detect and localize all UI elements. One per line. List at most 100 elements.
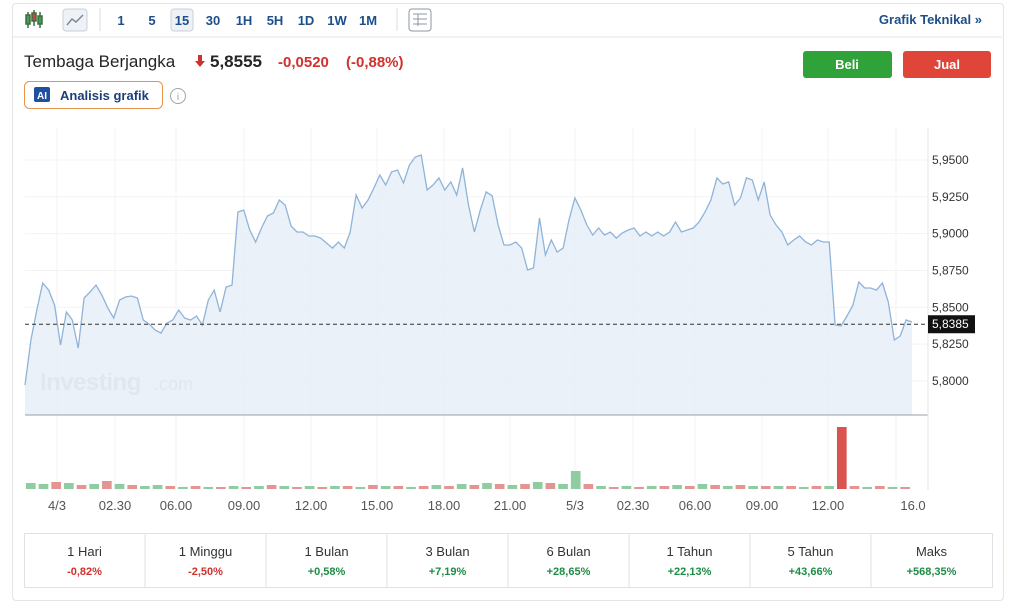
active-interval — [170, 8, 194, 32]
x-tick-label: 5/3 — [566, 498, 584, 513]
volume-bar — [102, 481, 112, 489]
volume-bar — [76, 485, 87, 489]
period-label: 1 Hari — [67, 544, 102, 559]
y-tick-label: 5,9500 — [932, 153, 969, 167]
period-change: +43,66% — [789, 566, 833, 578]
sell-button[interactable] — [903, 51, 991, 78]
ai-button-label: Analisis grafik — [60, 88, 150, 103]
volume-bar — [482, 483, 492, 489]
volume-bar — [368, 485, 378, 489]
period-change: +568,35% — [907, 566, 957, 578]
price-line — [24, 154, 913, 386]
y-tick-label: 5,9250 — [932, 190, 969, 204]
y-tick-label: 5,8500 — [932, 300, 969, 314]
volume-bar — [64, 483, 74, 489]
x-tick-label: 09.00 — [228, 498, 261, 513]
price-change-percent: (-0,88%) — [346, 54, 404, 71]
volume-bar — [710, 485, 720, 489]
volume-bar — [393, 486, 404, 489]
ai-badge-text: AI — [37, 91, 47, 102]
volume-bar — [203, 487, 214, 489]
volume-bar — [596, 486, 606, 489]
volume-bar — [849, 486, 860, 489]
y-tick-label: 5,8750 — [932, 263, 969, 277]
x-tick-label: 09.00 — [746, 498, 779, 513]
volume-bar — [862, 487, 872, 489]
volume-bar — [608, 487, 619, 489]
volume-bar — [469, 485, 480, 489]
volume-bar — [317, 487, 328, 489]
volume-bar — [431, 485, 442, 489]
interval-button[interactable]: 1H — [236, 13, 253, 28]
period-change: -0,82% — [67, 566, 102, 578]
volume-bar — [634, 487, 644, 489]
info-icon[interactable] — [170, 88, 186, 104]
volume-bar — [532, 482, 543, 489]
volume-bar — [697, 484, 708, 489]
x-tick-label: 02.30 — [99, 498, 132, 513]
x-tick-label: 21.00 — [494, 498, 527, 513]
volume-bar — [507, 485, 518, 489]
x-tick-label: 06.00 — [679, 498, 712, 513]
x-tick-label: 06.00 — [160, 498, 193, 513]
interval-button[interactable]: 30 — [206, 13, 220, 28]
volume-bar — [355, 487, 366, 489]
x-tick-label: 4/3 — [48, 498, 66, 513]
candle-icon[interactable] — [25, 10, 43, 28]
volume-bar — [266, 485, 277, 489]
interval-button[interactable]: 1W — [327, 13, 347, 28]
interval-button[interactable]: 1D — [298, 13, 315, 28]
y-tick-label: 5,8000 — [932, 374, 969, 388]
volume-bar — [900, 487, 910, 489]
period-label: 6 Bulan — [546, 544, 590, 559]
price-area — [25, 155, 912, 415]
table-icon[interactable] — [408, 8, 432, 32]
volume-bar — [292, 487, 302, 489]
volume-bar — [786, 486, 796, 489]
volume-bar — [190, 486, 201, 489]
interval-button[interactable]: 15 — [175, 13, 189, 28]
x-tick-label: 12.00 — [295, 498, 328, 513]
performance-table: 1 Hari -0,82% 1 Minggu -2,50% 1 Bulan +0,58% 3… — [24, 533, 993, 588]
buy-button[interactable] — [803, 51, 892, 78]
down-arrow — [195, 55, 205, 67]
volume-bar — [583, 484, 594, 489]
interval-button[interactable]: 5 — [148, 13, 155, 28]
interval-button[interactable]: 1 — [117, 13, 124, 28]
volume-bar — [241, 487, 252, 489]
table-icon-glyph — [413, 13, 427, 26]
volume-bar — [773, 486, 784, 489]
line-chart-icon[interactable] — [62, 8, 88, 32]
price-change: -0,0520 — [278, 54, 329, 71]
interval-button[interactable]: 1M — [359, 13, 377, 28]
volume-bar — [545, 483, 556, 489]
interval-button[interactable]: 5H — [267, 13, 284, 28]
volume-bar — [735, 485, 746, 489]
buy-label: Beli — [835, 57, 859, 72]
volume-bar — [520, 484, 530, 489]
volume-bar — [152, 485, 163, 489]
period-change: +0,58% — [308, 566, 346, 578]
instrument-name: Tembaga Berjangka — [24, 52, 176, 71]
volume-bar — [140, 486, 150, 489]
period-label: 1 Tahun — [666, 544, 712, 559]
volume-bar — [748, 486, 758, 489]
volume-bar — [254, 486, 264, 489]
technical-link[interactable]: Grafik Teknikal » — [879, 12, 982, 27]
volume-bar — [444, 486, 454, 489]
period-change: +22,13% — [668, 566, 712, 578]
volume-bar — [684, 486, 695, 489]
last-price: 5,8555 — [210, 52, 262, 71]
chart-widget — [12, 3, 1004, 601]
period-label: 1 Minggu — [179, 544, 232, 559]
volume-bar — [114, 484, 125, 489]
period-label: 1 Bulan — [304, 544, 348, 559]
ai-button[interactable] — [24, 81, 163, 109]
volume-bar — [672, 485, 682, 489]
x-tick-label: 15.00 — [361, 498, 394, 513]
volume-bar — [558, 484, 568, 489]
volume-bar — [165, 486, 176, 489]
current-price-label: 5,8385 — [932, 317, 969, 331]
volume-bar — [570, 471, 581, 489]
